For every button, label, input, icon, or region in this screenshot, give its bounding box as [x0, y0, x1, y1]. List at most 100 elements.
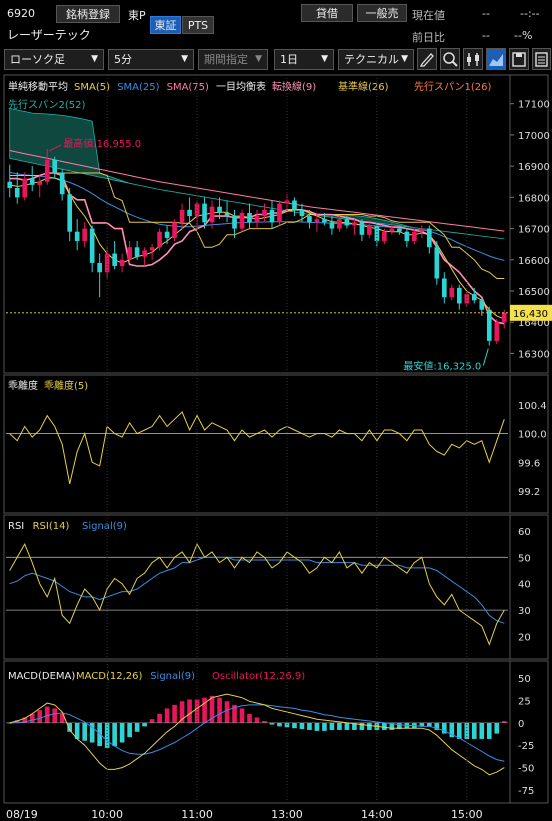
- list-button[interactable]: [532, 48, 551, 70]
- candle-body: [344, 219, 350, 226]
- candle-body: [232, 216, 237, 229]
- candle-body: [486, 309, 492, 341]
- legend-ichimoku: 一目均衡表: [216, 80, 266, 93]
- y-tick-label: -25: [518, 741, 534, 752]
- oscillator-bar: [112, 722, 117, 747]
- period-value: 期間指定: [204, 53, 248, 66]
- legend-rsi-signal: Signal(9): [82, 521, 127, 532]
- candle-body: [22, 178, 28, 198]
- y-tick-label: 16900: [518, 162, 550, 173]
- x-tick-label: 14:00: [361, 808, 393, 821]
- macd-line: [9, 693, 505, 776]
- y-tick-label: 40: [518, 580, 531, 591]
- y-tick-label: 60: [518, 527, 531, 538]
- candle-body: [269, 209, 275, 223]
- pencil-button[interactable]: [417, 48, 437, 70]
- macd-signal-line: [9, 704, 505, 762]
- span-select[interactable]: 1日 ▼: [274, 49, 334, 70]
- price-label: 現在値: [412, 9, 445, 22]
- candle-body: [127, 247, 132, 260]
- chevron-down-icon: ▼: [255, 54, 262, 64]
- period-select[interactable]: 期間指定 ▼: [198, 49, 268, 70]
- candle-body: [157, 231, 162, 248]
- oscillator-bar: [389, 722, 395, 730]
- legend-tenkan: 転換線(9): [272, 80, 316, 93]
- y-tick-label: 16400: [518, 318, 550, 329]
- candle-body: [427, 228, 432, 248]
- oscillator-bar: [194, 699, 200, 723]
- compare-button[interactable]: [463, 48, 483, 70]
- low-pointer: [482, 348, 489, 366]
- legend-oscillator: Oscillator(12,26,9): [212, 671, 305, 682]
- y-tick-label: 17100: [518, 100, 550, 111]
- y-tick-label: 16700: [518, 225, 550, 236]
- candle-body: [14, 187, 20, 198]
- oscillator-bar: [322, 722, 327, 731]
- chart-type-select[interactable]: ローソク足 ▼: [4, 49, 104, 70]
- y-tick-label: 100.0: [518, 430, 547, 441]
- y-tick-label: 99.2: [518, 487, 540, 498]
- oscillator-bar: [97, 722, 102, 747]
- candle-body: [97, 262, 102, 273]
- candle-body: [209, 206, 215, 223]
- low-label: 最安値:16,325.0: [403, 360, 481, 373]
- area-chart-button[interactable]: [486, 48, 506, 70]
- candle-body: [44, 159, 50, 182]
- candle-body: [479, 300, 485, 310]
- save-button[interactable]: [509, 48, 529, 70]
- legend-sma25: SMA(25): [117, 82, 159, 93]
- oscillator-bar: [22, 717, 28, 723]
- y-tick-label: -75: [518, 786, 534, 797]
- oscillator-bar: [157, 713, 162, 723]
- oscillator-bar: [247, 713, 252, 723]
- oscillator-bar: [299, 722, 305, 730]
- x-tick-label: 11:00: [181, 808, 213, 821]
- interval-select[interactable]: 5分 ▼: [108, 49, 194, 70]
- candle-body: [456, 287, 462, 304]
- candle-body: [59, 172, 65, 195]
- tab-pts[interactable]: PTS: [182, 16, 214, 34]
- technical-select[interactable]: テクニカル ▼: [338, 49, 414, 70]
- market-label: 東P: [128, 9, 146, 22]
- deviation-line: [9, 411, 505, 485]
- high-label: 最高値:16,955.0: [63, 137, 141, 150]
- candle-body: [382, 231, 387, 242]
- candle-body: [494, 322, 500, 341]
- candle-body: [314, 219, 320, 223]
- candle-body: [359, 222, 365, 235]
- zoom-button[interactable]: [440, 48, 460, 70]
- y-tick-label: 16600: [518, 256, 550, 267]
- candle-body: [449, 287, 455, 298]
- candle-body: [412, 231, 417, 242]
- oscillator-bar: [104, 722, 110, 748]
- y-tick-label: 16800: [518, 193, 550, 204]
- oscillator-bar: [134, 722, 140, 732]
- lending-button[interactable]: 貸借: [301, 4, 353, 22]
- legend-deviation5: 乖離度(5): [44, 379, 88, 392]
- sma75-line: [9, 150, 505, 232]
- price-time: --:--: [520, 7, 540, 20]
- y-tick-label: 25: [518, 696, 531, 707]
- candle-body: [419, 228, 425, 232]
- oscillator-bar: [292, 722, 297, 729]
- general-sell-button[interactable]: 一般売: [357, 4, 407, 22]
- deviation-panel: [3, 374, 549, 514]
- y-tick-label: 16500: [518, 287, 550, 298]
- x-tick-label: 13:00: [271, 808, 303, 821]
- high-pointer: [48, 144, 62, 152]
- oscillator-bar: [277, 722, 282, 727]
- oscillator-bar: [344, 722, 350, 730]
- tab-tse[interactable]: 東証: [150, 16, 181, 34]
- candle-body: [262, 209, 267, 217]
- oscillator-bar: [127, 722, 132, 738]
- candle-body: [164, 231, 170, 238]
- oscillator-bar: [119, 722, 125, 743]
- candle-body: [7, 181, 13, 188]
- register-button[interactable]: 銘柄登録: [56, 5, 120, 23]
- oscillator-bar: [217, 697, 222, 723]
- candle-body: [134, 247, 140, 257]
- oscillator-bar: [337, 722, 342, 730]
- y-tick-label: -50: [518, 764, 534, 775]
- legend-spanB: 先行スパン2(52): [8, 98, 85, 111]
